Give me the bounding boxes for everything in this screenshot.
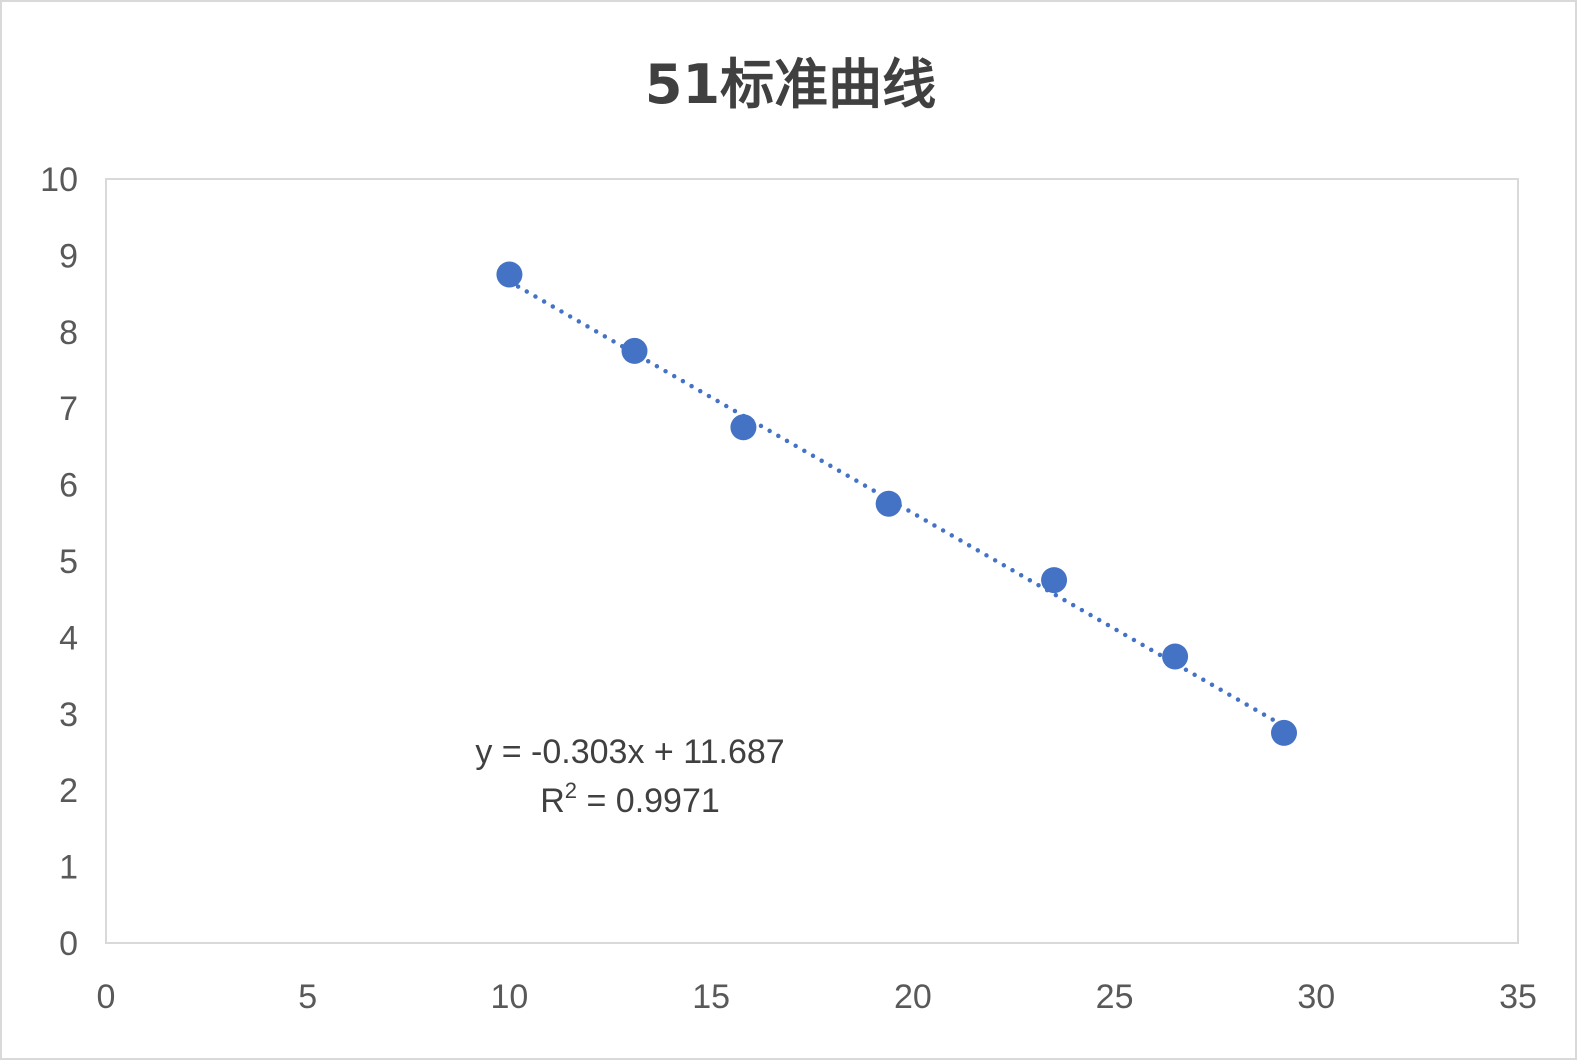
data-point [1271, 719, 1298, 746]
x-tick-label: 35 [1499, 978, 1537, 1016]
y-tick-label: 0 [59, 925, 78, 963]
x-tick-label: 25 [1096, 978, 1134, 1016]
x-tick-label: 10 [491, 978, 529, 1016]
r-squared-value: = 0.9971 [577, 782, 720, 820]
x-tick-label: 20 [894, 978, 932, 1016]
y-tick-label: 4 [59, 619, 78, 657]
x-tick-label: 5 [298, 978, 317, 1016]
x-tick-label: 0 [97, 978, 116, 1016]
y-tick-label: 5 [59, 543, 78, 581]
y-tick-label: 1 [59, 849, 78, 887]
data-point [1162, 643, 1189, 670]
plot-area [105, 178, 1519, 944]
y-tick-label: 10 [40, 161, 78, 199]
y-tick-label: 3 [59, 696, 78, 734]
y-tick-label: 2 [59, 772, 78, 810]
chart-title: 51标准曲线 [644, 53, 937, 116]
r-squared-prefix: R [540, 782, 565, 820]
data-point [730, 414, 757, 441]
x-tick-label: 30 [1297, 978, 1335, 1016]
y-axis-tick-labels: 0 1 2 3 4 5 6 7 8 9 10 [40, 161, 78, 963]
data-point [496, 261, 523, 288]
data-point [875, 490, 902, 517]
trendline-annotation: y = -0.303x + 11.687 R2 = 0.9971 [475, 733, 784, 820]
y-tick-label: 9 [59, 237, 78, 275]
x-axis-tick-labels: 0 5 10 15 20 25 30 35 [97, 978, 1537, 1016]
trendline-equation: y = -0.303x + 11.687 [475, 733, 784, 771]
r-squared-label: R2 = 0.9971 [540, 778, 720, 820]
y-tick-label: 8 [59, 314, 78, 352]
data-point [1041, 567, 1068, 594]
y-tick-label: 6 [59, 467, 78, 505]
data-point [621, 337, 648, 364]
data-points [496, 261, 1298, 746]
r-squared-superscript: 2 [565, 778, 577, 803]
x-tick-label: 15 [692, 978, 730, 1016]
y-tick-label: 7 [59, 390, 78, 428]
